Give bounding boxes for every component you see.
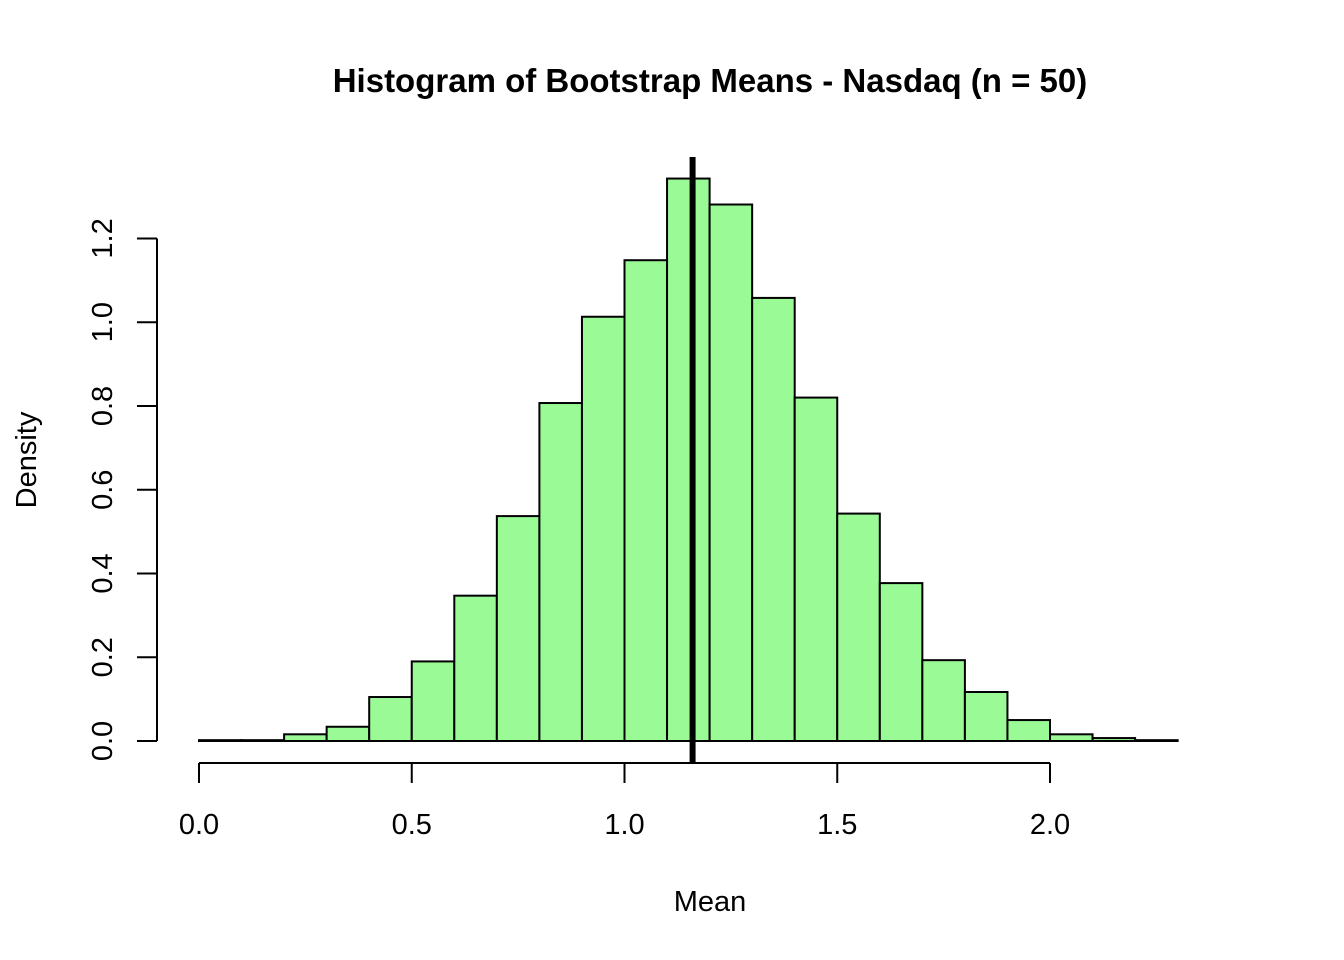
y-tick-label: 1.0 [87, 302, 119, 342]
histogram-bar [368, 696, 413, 742]
histogram-bar [751, 296, 796, 742]
x-tick-label: 1.0 [604, 809, 644, 841]
histogram-bar [793, 396, 839, 742]
histogram-bar [836, 512, 881, 743]
histogram-bar [538, 402, 583, 742]
histogram-bar [878, 582, 924, 743]
histogram-bar [410, 660, 456, 742]
histogram-bar [1134, 739, 1179, 743]
x-axis-label: Mean [674, 886, 747, 918]
x-tick-label: 1.5 [817, 809, 857, 841]
x-axis: 0.0 0.5 1.0 1.5 2.0 [179, 762, 1070, 841]
histogram-bar [495, 515, 541, 742]
bars-group [198, 177, 1179, 743]
y-tick-label: 1.2 [87, 218, 119, 258]
y-tick-label: 0.2 [87, 637, 119, 677]
y-tick-label: 0.4 [87, 553, 119, 593]
y-tick-label: 0.6 [87, 470, 119, 510]
histogram-bar [240, 739, 286, 743]
histogram-bar [325, 725, 371, 743]
histogram-bar [1006, 719, 1052, 742]
histogram-bar [198, 739, 243, 743]
x-tick-label: 2.0 [1030, 809, 1070, 841]
histogram-bar [623, 259, 669, 742]
histogram-bar [921, 659, 966, 742]
histogram-bar [666, 177, 711, 743]
histogram-bar [708, 203, 754, 742]
y-tick-label: 0.0 [87, 721, 119, 761]
x-tick-label: 0.5 [392, 809, 432, 841]
chart-title: Histogram of Bootstrap Means - Nasdaq (n… [333, 62, 1088, 99]
y-tick-label: 0.8 [87, 386, 119, 426]
histogram-bar [580, 315, 626, 742]
x-tick-label: 0.0 [179, 809, 219, 841]
histogram-bar [963, 691, 1009, 743]
histogram-bar [453, 594, 498, 742]
y-axis-label: Density [11, 411, 43, 508]
y-axis: 0.0 0.2 0.4 0.6 0.8 1.0 1.2 [87, 218, 158, 761]
histogram-bar [283, 733, 328, 742]
histogram-bar [1049, 733, 1094, 742]
histogram-bar [1091, 737, 1137, 743]
